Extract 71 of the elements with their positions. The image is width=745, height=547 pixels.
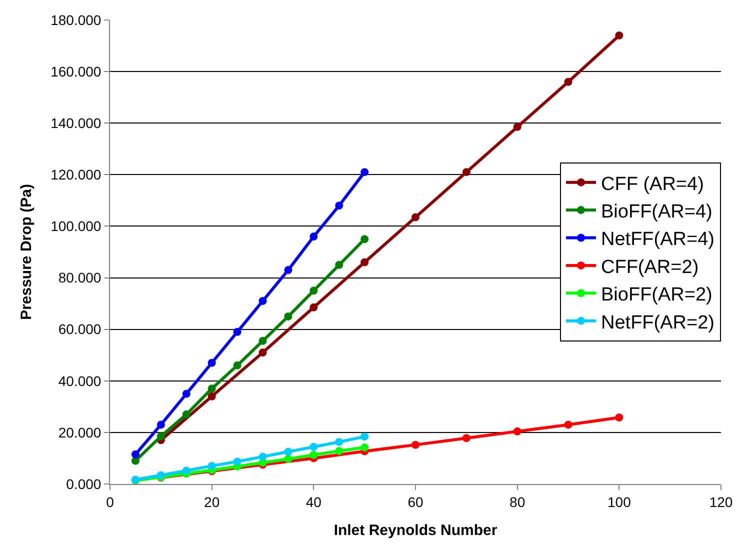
legend-label: NetFF(AR=4)	[601, 229, 714, 250]
point	[258, 452, 267, 461]
y-tick-label: 20.000	[58, 424, 102, 440]
legend-label: NetFF(AR=2)	[601, 312, 714, 334]
point	[462, 168, 470, 176]
y-tick-label: 160.000	[50, 63, 102, 80]
point	[156, 432, 165, 440]
point	[513, 122, 522, 131]
point	[615, 413, 624, 422]
point	[208, 358, 216, 367]
x-axis-title: Inlet Reynolds Number	[334, 522, 498, 539]
y-tick-label: 40.000	[58, 372, 102, 389]
legend-label: CFF(AR=2)	[601, 256, 699, 278]
y-tick-label: 100.000	[50, 218, 102, 234]
legend-label: CFF (AR=4)	[601, 174, 704, 195]
y-tick-label: 140.000	[50, 115, 102, 132]
y-tick-label: 80.000	[58, 270, 102, 286]
point	[233, 361, 242, 370]
point	[233, 458, 242, 466]
point	[258, 336, 267, 345]
legend-label: BioFF(AR=4)	[601, 201, 712, 222]
point	[412, 213, 420, 222]
point	[335, 260, 344, 269]
point	[564, 420, 572, 429]
point	[335, 438, 344, 446]
x-tick-label: 20	[204, 494, 220, 510]
point	[412, 440, 420, 449]
x-tick-label: 120	[709, 494, 733, 510]
point	[360, 443, 369, 452]
point	[284, 266, 292, 274]
point	[360, 258, 369, 266]
y-tick-label: 120.000	[50, 166, 102, 183]
point	[284, 448, 292, 456]
point	[208, 462, 216, 470]
point	[335, 447, 344, 455]
point	[310, 442, 318, 451]
point	[310, 450, 318, 459]
point	[258, 348, 267, 357]
x-tick-label: 40	[306, 494, 322, 510]
point	[335, 202, 344, 210]
point	[131, 456, 140, 465]
x-tick-label: 100	[607, 494, 632, 510]
point	[310, 303, 318, 312]
point	[182, 390, 190, 398]
point	[131, 450, 140, 458]
y-axis-title: Pressure Drop (Pa)	[18, 184, 35, 320]
point	[564, 78, 572, 86]
y-tick-label: 0.000	[66, 476, 102, 492]
legend-label: BioFF(AR=2)	[601, 284, 712, 306]
point	[208, 384, 216, 393]
point	[310, 232, 318, 241]
point	[360, 235, 369, 244]
y-tick-label: 60.000	[58, 321, 102, 338]
point	[182, 410, 190, 418]
point	[258, 296, 267, 305]
point	[615, 31, 624, 40]
point	[284, 312, 292, 320]
point	[360, 432, 369, 441]
point	[284, 455, 292, 463]
point	[513, 427, 522, 436]
x-tick-label: 0	[106, 494, 114, 510]
x-tick-label: 60	[408, 494, 424, 510]
point	[462, 434, 470, 442]
point	[310, 286, 318, 295]
point	[156, 420, 165, 429]
point	[360, 168, 369, 176]
y-tick-label: 180.000	[50, 12, 102, 28]
point	[182, 466, 190, 475]
point	[233, 328, 242, 336]
point	[208, 392, 216, 400]
x-tick-label: 80	[510, 494, 526, 510]
